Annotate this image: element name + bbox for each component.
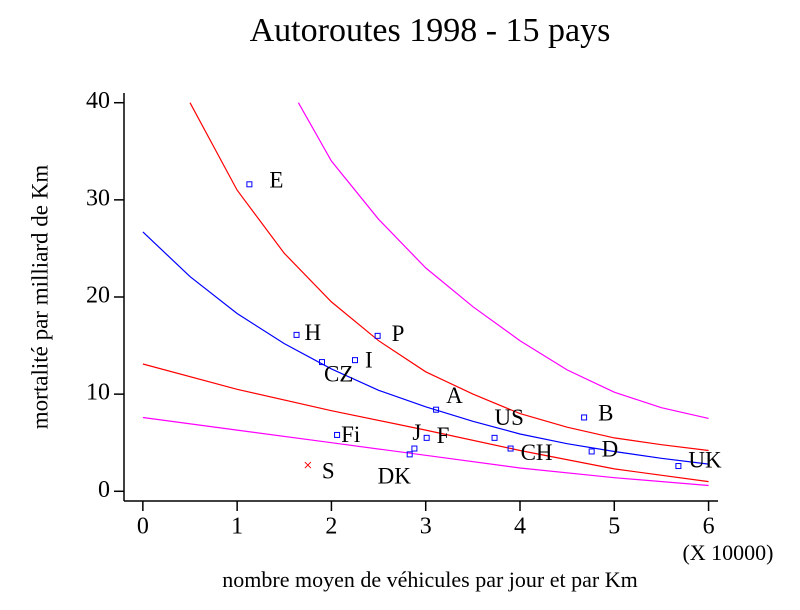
point: [507, 445, 514, 452]
x-axis-label: nombre moyen de véhicules par jour et pa…: [222, 567, 637, 592]
point: [411, 445, 418, 452]
point: [491, 434, 498, 441]
x-tick-label: 6: [703, 514, 715, 540]
y-tick-label: 40: [86, 88, 110, 114]
point-label: UK: [688, 447, 722, 472]
y-tick-label: 0: [98, 477, 110, 503]
point-label: Fi: [341, 422, 360, 447]
point-label: S: [322, 458, 335, 483]
x-unit-note: (X 10000): [682, 540, 773, 565]
point-label: E: [269, 168, 283, 193]
point: [433, 406, 440, 413]
chart-title: Autoroutes 1998 - 15 pays: [250, 12, 611, 49]
fit-curve: [189, 102, 709, 452]
point: [588, 448, 595, 455]
point-label: B: [598, 401, 613, 426]
point-label: US: [495, 405, 524, 430]
point: [334, 431, 341, 438]
x-tick-label: 2: [325, 514, 337, 540]
fit-curve: [142, 363, 709, 483]
point-label: D: [602, 437, 619, 462]
x-tick-label: 3: [420, 514, 432, 540]
fit-curve: [142, 416, 709, 487]
x-tick-label: 5: [608, 514, 620, 540]
point-label: DK: [378, 464, 412, 489]
point: [406, 451, 413, 458]
point-label: CH: [521, 440, 553, 465]
y-tick-label: 20: [86, 283, 110, 309]
point: [293, 331, 300, 338]
y-tick-label: 30: [86, 185, 110, 211]
point: [246, 181, 253, 188]
point: [352, 357, 358, 364]
point-label: I: [365, 347, 373, 372]
point: [304, 461, 312, 469]
point-label: P: [392, 321, 405, 346]
point: [423, 434, 430, 441]
fit-curve: [142, 231, 709, 465]
point: [319, 359, 325, 366]
x-tick-label: 0: [137, 514, 149, 540]
x-tick-label: 1: [231, 514, 243, 540]
fit-curve: [297, 102, 709, 419]
point-label: H: [305, 320, 322, 345]
point-label: J: [412, 420, 421, 445]
point: [374, 332, 381, 339]
x-tick-label: 4: [514, 514, 526, 540]
point-label: F: [437, 423, 450, 448]
point-label: CZ: [324, 361, 353, 386]
point: [581, 414, 588, 421]
y-tick-label: 10: [86, 380, 110, 406]
y-axis-label: mortalité par milliard de Km: [27, 165, 52, 430]
point-label: A: [446, 383, 463, 408]
point: [675, 463, 682, 470]
